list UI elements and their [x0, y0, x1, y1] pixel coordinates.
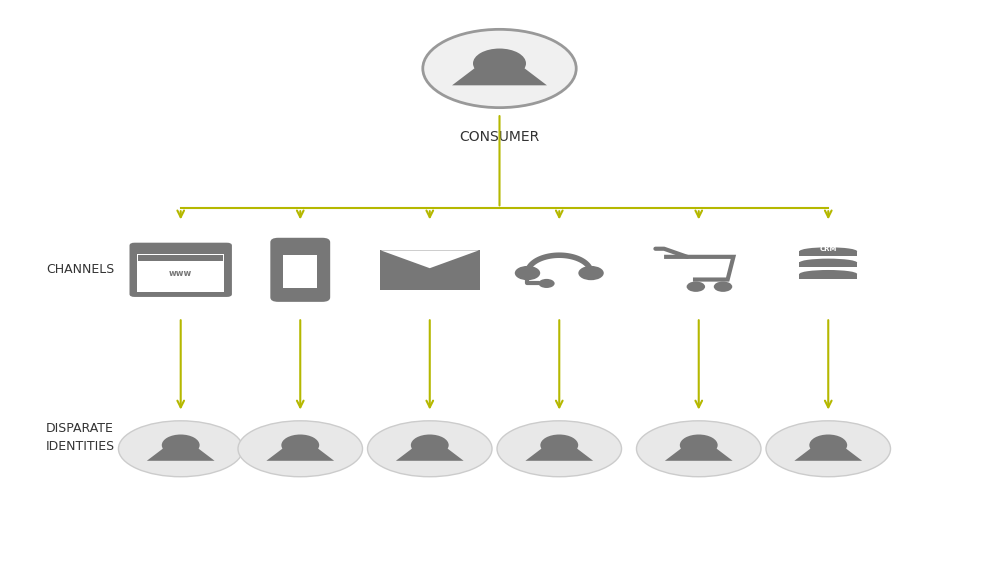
Ellipse shape [799, 270, 857, 278]
Polygon shape [665, 448, 732, 461]
Circle shape [809, 434, 847, 456]
Circle shape [162, 434, 200, 456]
Ellipse shape [636, 421, 761, 477]
Circle shape [514, 266, 540, 280]
Polygon shape [453, 67, 546, 85]
FancyBboxPatch shape [138, 255, 224, 261]
Text: www: www [169, 269, 193, 278]
Circle shape [686, 282, 705, 292]
Ellipse shape [799, 259, 857, 267]
Polygon shape [381, 250, 479, 268]
Polygon shape [396, 448, 464, 461]
FancyBboxPatch shape [799, 262, 857, 267]
FancyBboxPatch shape [799, 274, 857, 279]
FancyBboxPatch shape [283, 255, 318, 288]
FancyBboxPatch shape [799, 251, 857, 256]
FancyBboxPatch shape [271, 238, 331, 302]
Circle shape [679, 434, 717, 456]
Polygon shape [267, 448, 334, 461]
Ellipse shape [498, 421, 621, 477]
Ellipse shape [766, 421, 890, 477]
Text: DISPARATE
IDENTITIES: DISPARATE IDENTITIES [46, 422, 115, 453]
Polygon shape [147, 448, 215, 461]
FancyBboxPatch shape [380, 250, 480, 290]
FancyBboxPatch shape [130, 243, 232, 297]
Polygon shape [525, 448, 593, 461]
Circle shape [411, 434, 449, 456]
Circle shape [540, 434, 578, 456]
Circle shape [282, 434, 320, 456]
Ellipse shape [238, 421, 363, 477]
Polygon shape [794, 448, 862, 461]
Text: CRM: CRM [819, 246, 837, 252]
Text: CHANNELS: CHANNELS [46, 264, 115, 277]
Circle shape [538, 279, 554, 288]
Ellipse shape [423, 29, 576, 108]
FancyBboxPatch shape [137, 254, 225, 292]
Circle shape [713, 282, 732, 292]
Circle shape [473, 48, 526, 78]
Circle shape [578, 266, 603, 280]
Text: CONSUMER: CONSUMER [460, 130, 539, 144]
Ellipse shape [799, 247, 857, 255]
Ellipse shape [368, 421, 493, 477]
Ellipse shape [119, 421, 243, 477]
